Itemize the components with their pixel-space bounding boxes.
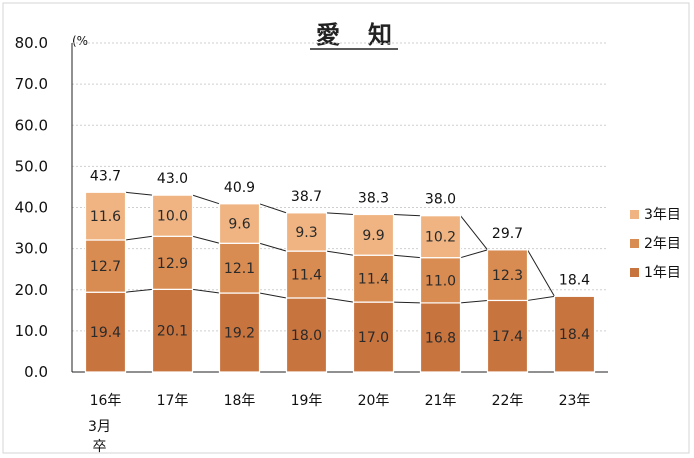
x-tick-label: 16年 [90,393,122,409]
y-tick-label: 60.0 [15,116,48,134]
bar-total-label: 38.0 [425,192,456,208]
y-tick-labels: 0.0 10.0 20.0 30.0 40.0 50.0 60.0 70.0 80.0 [15,34,48,381]
x-tick-label: 21年 [425,393,457,409]
bar-value-label: 11.4 [291,268,322,284]
bar-total-label: 18.4 [559,272,590,288]
legend-swatch [630,210,639,219]
bar-value-label: 11.0 [425,273,456,289]
bar-value-label: 11.6 [90,209,121,225]
bar-value-label: 12.1 [224,261,255,277]
legend-swatch [630,239,639,248]
bar-value-label: 17.0 [358,330,389,346]
bar-value-label: 19.4 [90,325,121,341]
bar-value-label: 12.3 [492,268,523,284]
bar-value-label: 19.2 [224,326,255,342]
bar-value-label: 12.7 [90,259,121,275]
y-tick-label: 30.0 [15,240,48,258]
x-tick-note: 卒 [93,439,107,455]
legend-label: 2年目 [644,236,681,252]
y-tick-label: 70.0 [15,75,48,93]
x-tick-label: 20年 [358,393,390,409]
x-tick-note: 3月 [88,419,111,435]
bar-total-label: 29.7 [492,226,523,242]
bar-value-label: 9.9 [362,228,384,244]
legend-label: 3年目 [644,207,681,223]
legend-label: 1年目 [644,265,681,281]
bar-value-label: 12.9 [157,256,188,272]
y-tick-label: 40.0 [15,199,48,217]
bar-total-label: 38.7 [291,189,322,205]
bar-value-label: 11.4 [358,272,389,288]
bar-total-label: 43.7 [90,168,121,184]
bar-value-label: 9.3 [295,225,317,241]
bar-total-label: 40.9 [224,180,255,196]
bar-value-label: 18.4 [559,327,590,343]
bar-value-label: 17.4 [492,329,523,345]
y-tick-label: 0.0 [24,363,48,381]
x-tick-label: 18年 [224,393,256,409]
y-tick-label: 50.0 [15,157,48,175]
x-tick-label: 23年 [559,393,591,409]
chart-title: 愛 知 [316,20,394,49]
y-tick-label: 80.0 [15,34,48,52]
x-tick-label: 22年 [492,393,524,409]
bar-value-label: 9.6 [228,217,250,233]
bar-total-label: 43.0 [157,171,188,187]
legend-swatch [630,268,639,277]
y-tick-label: 20.0 [15,281,48,299]
bar-value-label: 10.2 [425,230,456,246]
x-tick-label: 19年 [291,393,323,409]
bar-value-label: 16.8 [425,330,456,346]
x-tick-label: 17年 [157,393,189,409]
bar-value-label: 18.0 [291,328,322,344]
y-tick-label: 10.0 [15,322,48,340]
bar-value-label: 20.1 [157,324,188,340]
legend: 3年目 2年目 1年目 [630,207,681,281]
bar-value-label: 10.0 [157,209,188,225]
y-axis-unit: (% [72,34,88,48]
bar-total-label: 38.3 [358,190,389,206]
